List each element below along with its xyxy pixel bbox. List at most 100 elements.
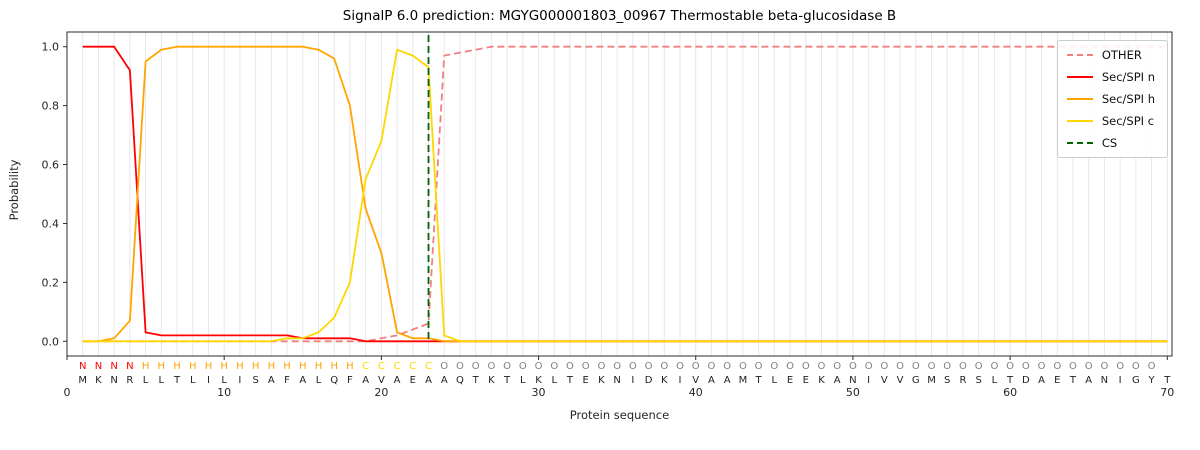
region-letter: O [613,361,621,372]
region-letter: O [833,361,841,372]
residue-letter: R [126,375,133,386]
residue-letter: G [912,375,920,386]
region-letter: O [660,361,668,372]
x-axis-label: Protein sequence [569,408,670,422]
residue-letter: L [316,375,322,386]
region-letter: O [1085,361,1093,372]
residue-letter: F [347,375,353,386]
residue-letter: I [1119,375,1122,386]
legend: OTHER Sec/SPI n Sec/SPI h Sec/SPI c CS [1056,40,1168,158]
region-letter: O [1038,361,1046,372]
region-letter: H [252,361,260,372]
residue-letter: G [1132,375,1140,386]
y-tick-label: 1.0 [42,41,60,54]
region-letter: C [378,361,385,372]
series-line-Sec-SPI-h [82,45,1168,343]
region-letter: O [770,361,778,372]
region-letter: O [786,361,794,372]
residue-letter: M [927,375,936,386]
residue-letter: K [95,375,102,386]
region-letter: H [173,361,181,372]
legend-item-Sec-SPI-h: Sec/SPI h [1066,92,1155,106]
residue-letter: E [1054,375,1060,386]
y-tick-label: 0.2 [42,276,60,289]
region-letter: O [818,361,826,372]
legend-item-CS: CS [1066,136,1155,150]
legend-item-Sec-SPI-c: Sec/SPI c [1066,114,1155,128]
region-letter: O [755,361,763,372]
region-letter: O [645,361,653,372]
residue-letter: T [1163,375,1171,386]
region-letter: O [802,361,810,372]
region-letter: O [629,361,637,372]
region-letter: O [739,361,747,372]
x-tick-label: 50 [846,386,860,399]
x-tick-label: 70 [1160,386,1174,399]
region-letter: O [1116,361,1124,372]
residue-letter: L [159,375,165,386]
legend-item-Sec-SPI-n: Sec/SPI n [1066,70,1155,84]
y-tick-label: 0.4 [42,217,60,230]
residue-letter: S [944,375,950,386]
residue-letter: L [190,375,196,386]
residue-letter: I [867,375,870,386]
region-letter: H [205,361,213,372]
region-letter: C [362,361,369,372]
x-tick-label: 0 [64,386,71,399]
x-tick-label: 40 [689,386,703,399]
residue-letter: T [1069,375,1077,386]
legend-label: OTHER [1101,48,1142,62]
region-letter: O [1148,361,1156,372]
residue-letter: Q [330,375,338,386]
x-tick-label: 60 [1003,386,1017,399]
region-letter: H [330,361,338,372]
legend-label: CS [1101,136,1118,150]
residue-letter: V [378,375,385,386]
residue-letter: E [787,375,793,386]
region-letter: N [79,361,86,372]
residue-letter: T [755,375,763,386]
residue-letter: F [284,375,290,386]
residue-letter: E [583,375,589,386]
region-letter: H [236,361,244,372]
region-letter: H [299,361,307,372]
region-letter: O [440,361,448,372]
residue-letter: M [739,375,748,386]
residue-letter: S [252,375,258,386]
residue-letter: N [1101,375,1108,386]
x-tick-label: 20 [374,386,388,399]
residue-letter: L [221,375,227,386]
residue-letter: R [959,375,966,386]
residue-letter: K [661,375,668,386]
residue-letter: D [1022,375,1030,386]
region-letter: O [943,361,951,372]
region-letter: H [142,361,150,372]
legend-item-OTHER: OTHER [1066,48,1155,62]
residue-letter: N [110,375,117,386]
region-letter: O [990,361,998,372]
region-letter: O [865,361,873,372]
residue-letter: A [834,375,841,386]
residue-letter: L [143,375,149,386]
region-letter: H [189,361,197,372]
residue-letter: L [772,375,778,386]
region-letter: O [582,361,590,372]
region-letter: O [535,361,543,372]
x-tick-label: 10 [217,386,231,399]
residue-letter: A [394,375,401,386]
region-letter: N [95,361,102,372]
legend-line-sample [1066,98,1093,100]
residue-letter: D [645,375,653,386]
gridlines [82,32,1168,356]
residue-letter: A [1085,375,1092,386]
axis-ticks: 0 10 20 30 40 50 60 70 0.0 0.2 0.4 0.6 0.8 1.0 [42,41,1175,399]
residue-letter: S [975,375,981,386]
residue-letter: I [631,375,634,386]
residue-letter: L [551,375,557,386]
residue-letter: I [238,375,241,386]
region-letter: O [597,361,605,372]
residue-letter: K [818,375,825,386]
x-tick-label: 30 [532,386,546,399]
